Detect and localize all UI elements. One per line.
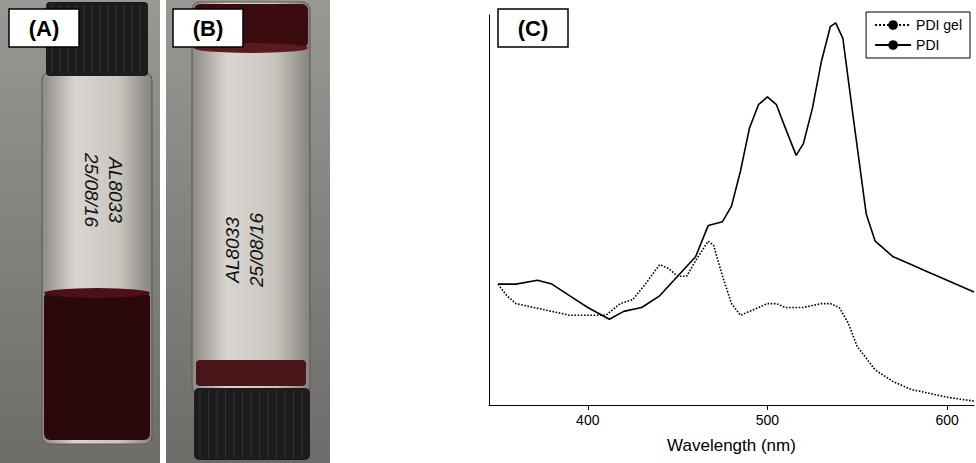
svg-text:AL8033: AL8033 (222, 217, 243, 284)
svg-text:500: 500 (756, 412, 780, 428)
svg-text:PDI: PDI (916, 37, 939, 53)
svg-text:Wavelength (nm): Wavelength (nm) (667, 436, 796, 455)
svg-text:(A): (A) (29, 16, 60, 41)
svg-text:(C): (C) (518, 16, 549, 41)
svg-text:25/08/16: 25/08/16 (81, 152, 102, 227)
svg-text:600: 600 (935, 412, 959, 428)
svg-text:PDI gel: PDI gel (916, 17, 962, 33)
svg-text:400: 400 (576, 412, 600, 428)
svg-text:AL8033: AL8033 (105, 156, 126, 223)
svg-text:25/08/16: 25/08/16 (246, 213, 267, 288)
svg-text:(B): (B) (193, 16, 224, 41)
